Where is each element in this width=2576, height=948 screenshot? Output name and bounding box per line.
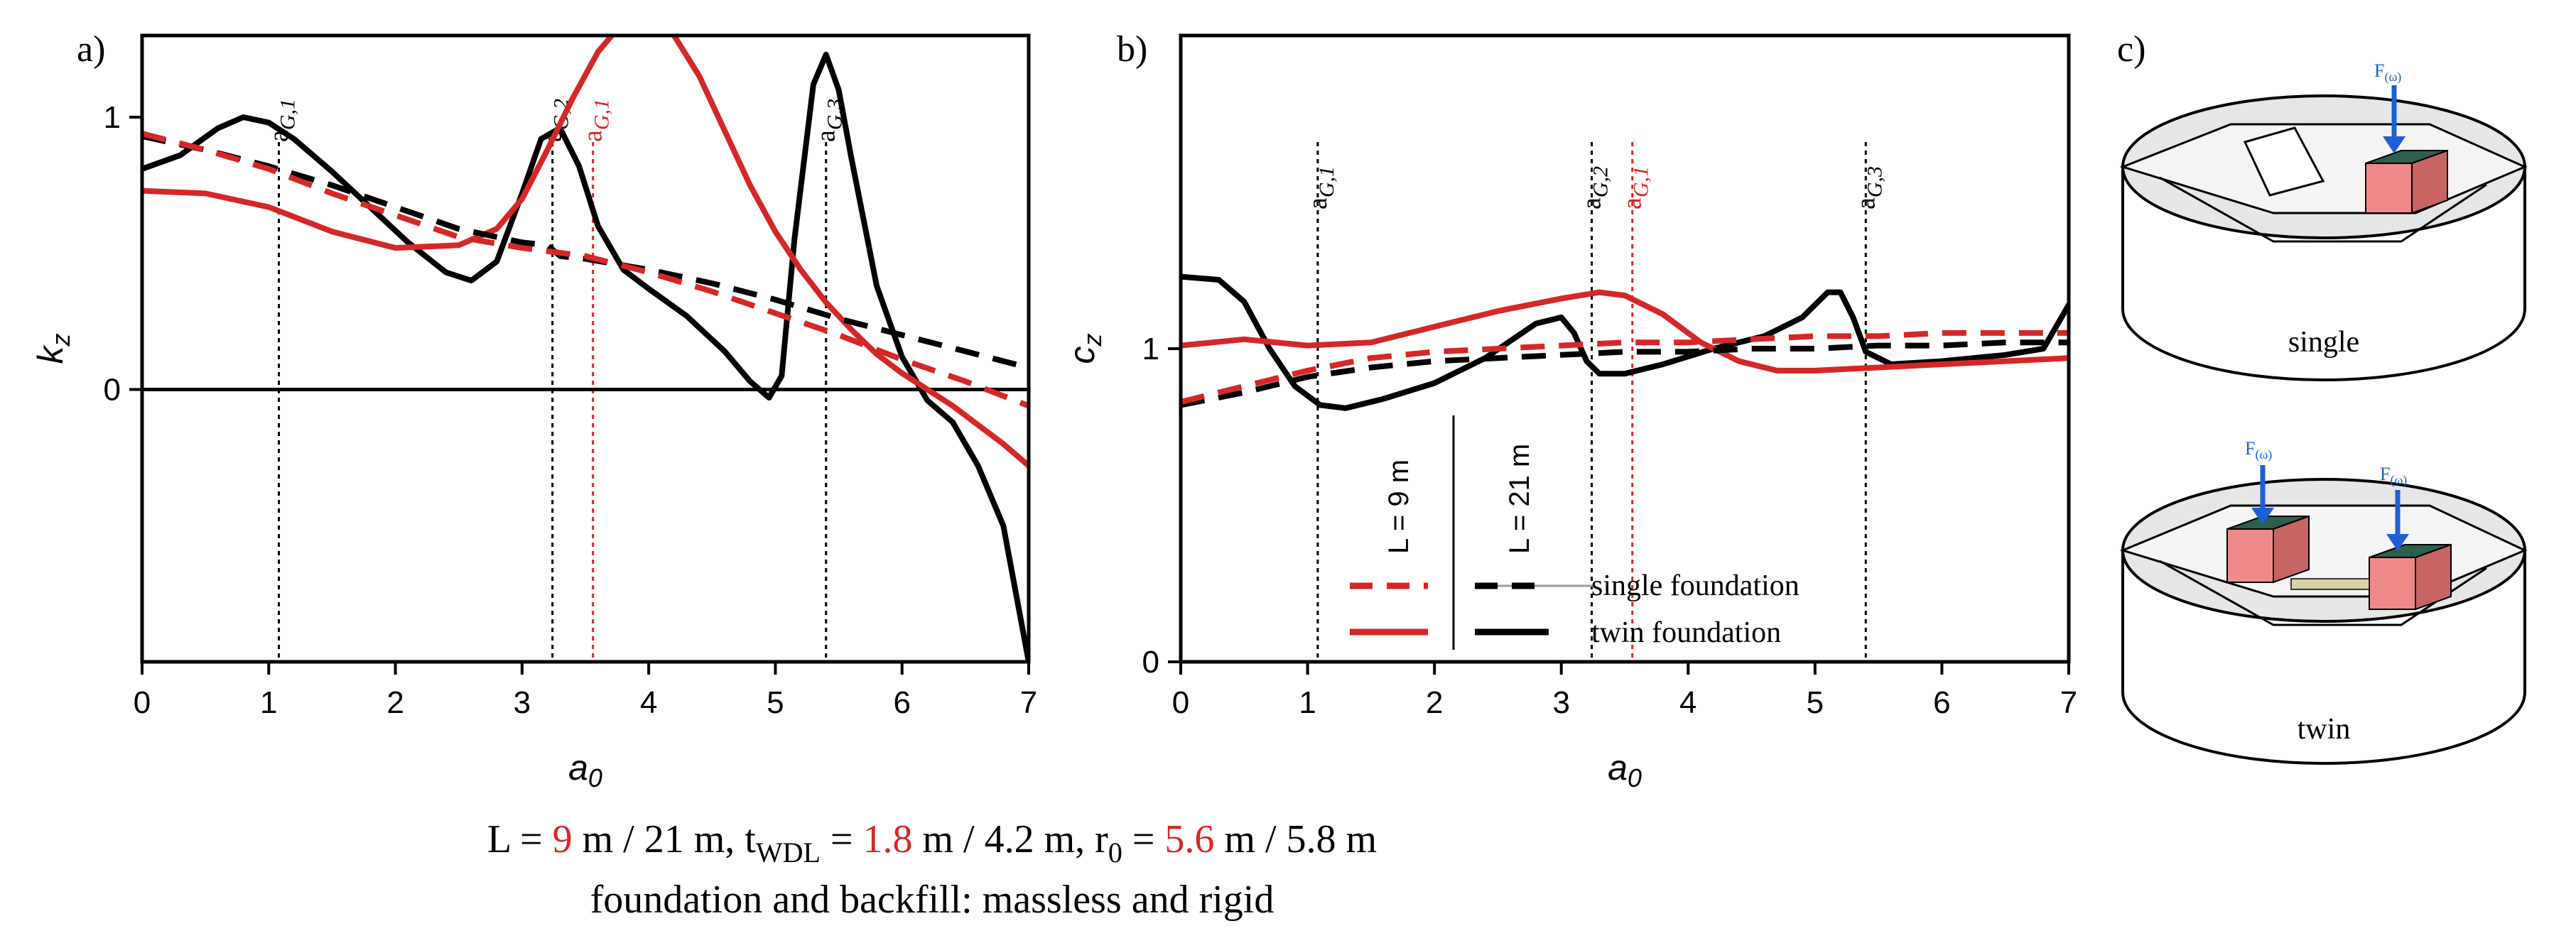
single-force-label: F(ω) [2374, 60, 2401, 85]
chart-a: aG,1aG,2aG,1aG,3 0 1 2 3 4 5 6 701 a0 kz [31, 33, 1037, 792]
y-axis-label-a: kz [31, 334, 75, 364]
twin-foundation-right-side [2415, 543, 2452, 611]
legend: L = 9 m L = 21 m single foundation twin … [1350, 415, 1800, 650]
single-foundation-side [2411, 149, 2448, 214]
single-force-arrowhead [2383, 136, 2405, 153]
x-tick-label-b-2: 2 [1426, 685, 1443, 720]
series-a-3 [142, 131, 1029, 409]
series-b-3 [1181, 329, 2069, 405]
panel-label-a: a) [77, 29, 105, 70]
single-label: single [2288, 326, 2359, 359]
ref-line-label-b-0: aG,1 [1303, 166, 1338, 209]
twin-foundation-left-side [2273, 515, 2310, 584]
twin-force-label-left: F(ω) [2245, 438, 2272, 462]
twin-force-label-right: F(ω) [2380, 464, 2407, 488]
single-foundation-front [2365, 163, 2413, 214]
twin-foundation-left-front [2226, 528, 2274, 583]
y-tick-label-a-0: 0 [104, 373, 121, 408]
x-tick-label-a-0: 0 [134, 685, 151, 720]
single-wall [2243, 126, 2325, 197]
x-tick-label-a-6: 6 [893, 685, 910, 720]
ref-line-label-b-2: aG,1 [1618, 166, 1653, 209]
chart-b: aG,1aG,2aG,1aG,3 0 1 2 3 4 5 6 701 a0 cz L = 9 … [1062, 33, 2077, 792]
legend-row-single: single foundation [1591, 570, 1800, 602]
x-tick-label-b-6: 6 [1933, 685, 1950, 720]
ref-line-label-a-2: aG,1 [578, 99, 614, 142]
legend-row-twin: twin foundation [1591, 616, 1781, 649]
x-tick-label-b-3: 3 [1552, 685, 1569, 720]
ref-line-label-a-0: aG,1 [264, 99, 300, 142]
twin-label: twin [2298, 713, 2351, 746]
series-a-2 [142, 133, 1029, 371]
series-b-2 [1181, 339, 2069, 408]
x-tick-label-a-7: 7 [1020, 685, 1037, 720]
ref-line-label-b-3: aG,3 [1851, 166, 1886, 209]
y-tick-label-b-0: 0 [1142, 645, 1159, 680]
x-tick-label-b-1: 1 [1299, 685, 1316, 720]
y-tick-label-b-1: 1 [1142, 332, 1159, 366]
x-tick-label-b-7: 7 [2060, 685, 2077, 720]
twin-foundation-right-front [2369, 557, 2416, 610]
x-tick-label-a-3: 3 [514, 685, 531, 720]
ref-line-label-b-1: aG,2 [1577, 166, 1613, 209]
x-tick-label-a-5: 5 [767, 685, 784, 720]
caption-line-1: L = 9 m / 21 m, tWDL = 1.8 m / 4.2 m, r0… [487, 817, 1377, 868]
twin-backfill [2290, 578, 2370, 590]
x-tick-label-a-4: 4 [640, 685, 657, 720]
x-axis-label-b: a0 [1608, 748, 1642, 792]
legend-col-black: L = 21 m [1504, 444, 1535, 554]
series-b-0 [1181, 273, 2069, 411]
series-a-0 [142, 51, 1029, 662]
caption-line-2: foundation and backfill: massless and ri… [590, 878, 1275, 922]
axes-frame-b [1179, 33, 2071, 664]
schematic-twin: F(ω) F(ω) twin [2119, 438, 2528, 765]
twin-force-arrowhead-left [2251, 508, 2274, 525]
y-axis-label-b: cz [1062, 334, 1107, 364]
schematic-single: F(ω) single [2119, 60, 2528, 381]
y-tick-label-a-1: 1 [104, 100, 121, 135]
x-tick-label-b-5: 5 [1807, 685, 1824, 720]
series-b-1 [1181, 289, 2069, 374]
x-tick-label-a-2: 2 [386, 685, 404, 720]
twin-force-arrowhead-right [2386, 534, 2409, 551]
panel-label-b: b) [1117, 29, 1147, 70]
x-tick-label-a-1: 1 [260, 685, 277, 720]
legend-col-red: L = 9 m [1383, 459, 1414, 554]
x-axis-label-a: a0 [568, 748, 602, 792]
panel-label-c: c) [2117, 29, 2145, 70]
x-tick-label-b-4: 4 [1679, 685, 1696, 720]
axes-frame-a [140, 33, 1031, 664]
series-a-1 [142, 36, 1029, 469]
x-tick-label-b-0: 0 [1172, 685, 1189, 720]
single-trench-edge [2159, 176, 2487, 243]
